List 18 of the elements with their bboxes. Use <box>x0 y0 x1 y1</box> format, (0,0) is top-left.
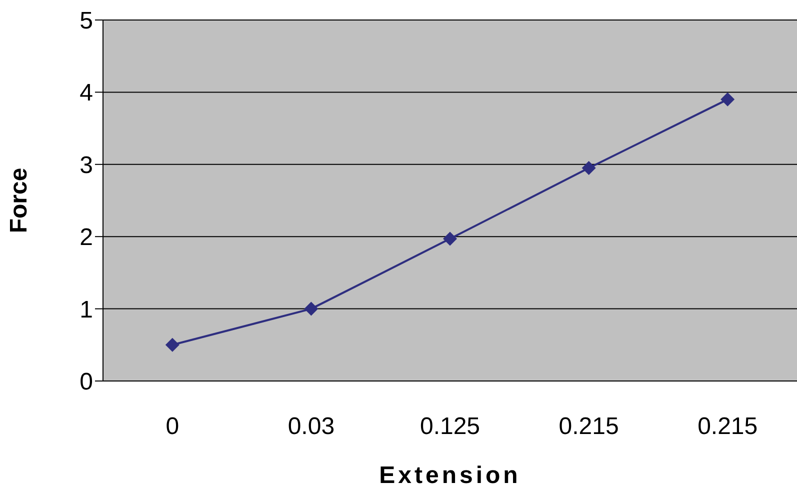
y-axis-title: Force <box>6 168 33 234</box>
x-tick-label: 0.03 <box>288 413 335 440</box>
x-axis-title: Extension <box>379 462 521 489</box>
y-tick-label: 0 <box>80 368 93 396</box>
y-tick-label: 5 <box>80 8 93 35</box>
x-tick-label: 0.215 <box>698 413 758 440</box>
point <box>165 338 180 352</box>
x-tick-label: 0.215 <box>558 413 619 440</box>
x-tick-label: 0.125 <box>420 413 480 440</box>
y-tick-label: 2 <box>80 224 93 252</box>
point <box>443 232 457 246</box>
x-tick-label: 0 <box>166 413 180 440</box>
y-tick-label: 1 <box>80 296 93 324</box>
y-tick-label: 4 <box>80 80 93 107</box>
point <box>720 92 735 106</box>
point <box>304 302 318 316</box>
y-tick-label: 3 <box>80 152 93 179</box>
point <box>582 161 596 176</box>
